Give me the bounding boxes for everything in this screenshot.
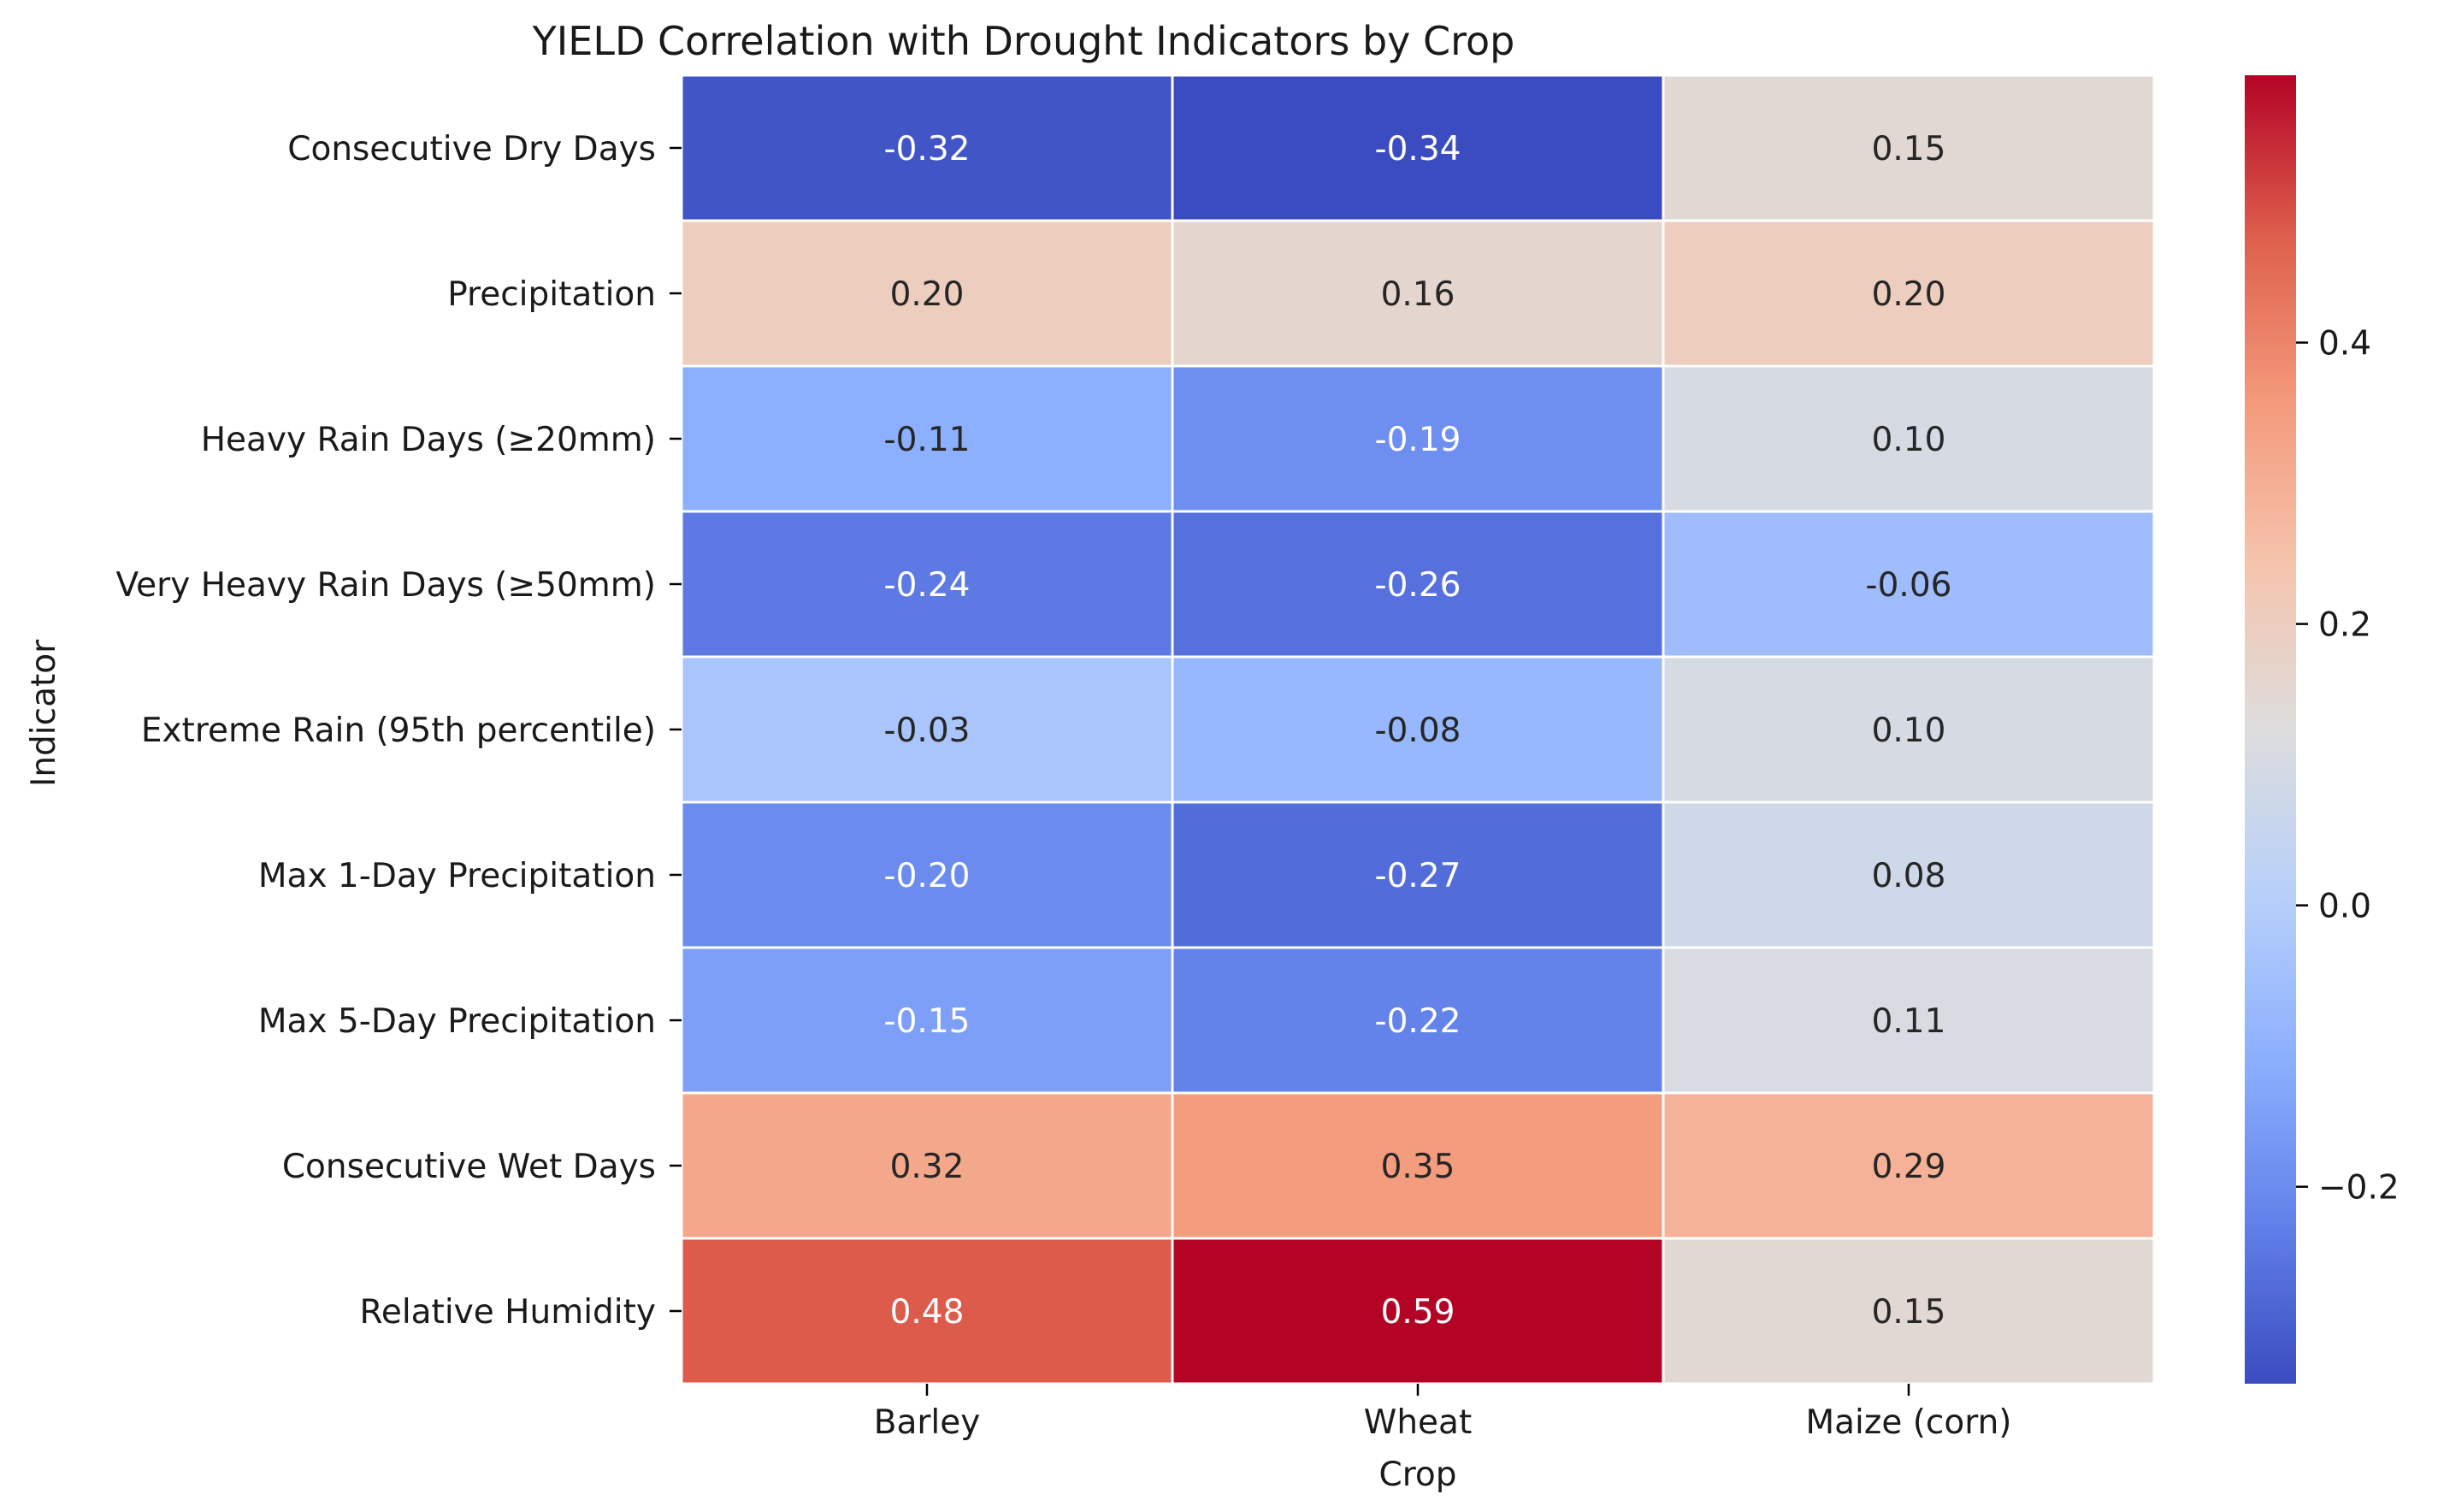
- x-tick-label: Barley: [874, 1403, 981, 1442]
- y-tick-label: Heavy Rain Days (≥20mm): [201, 421, 656, 459]
- heatmap-cell: [1662, 510, 2156, 659]
- cell-value-label: 0.20: [890, 275, 965, 314]
- y-axis-label: Indicator: [25, 639, 63, 787]
- colorbar-tick-label: 0.2: [2318, 606, 2371, 645]
- heatmap-cell: [1171, 946, 1665, 1095]
- cell-value-label: 0.35: [1381, 1148, 1455, 1186]
- y-tick-label: Precipitation: [447, 275, 656, 314]
- cell-value-label: -0.11: [884, 421, 971, 459]
- cell-value-label: -0.32: [884, 130, 971, 168]
- heatmap-cell: [1171, 364, 1665, 513]
- heatmap-cell: [680, 510, 1174, 659]
- heatmap-cell: [1171, 655, 1665, 804]
- heatmap-cell: [680, 1091, 1174, 1240]
- y-tick-label: Max 1-Day Precipitation: [258, 857, 656, 895]
- heatmap-cell: [680, 946, 1174, 1095]
- y-tick-label: Max 5-Day Precipitation: [258, 1002, 656, 1041]
- heatmap-cell: [1171, 1091, 1665, 1240]
- cell-value-label: 0.08: [1872, 857, 1946, 895]
- cell-value-label: 0.29: [1872, 1148, 1946, 1186]
- colorbar-tick-label: 0.4: [2318, 325, 2371, 363]
- y-tick-label: Relative Humidity: [359, 1293, 656, 1332]
- heatmap-cell: [1662, 1091, 2156, 1240]
- colorbar: [2245, 75, 2296, 1384]
- cell-value-label: -0.24: [884, 566, 971, 605]
- cell-value-label: -0.03: [884, 712, 971, 750]
- cell-value-label: -0.34: [1375, 130, 1461, 168]
- heatmap-cell: [1662, 74, 2156, 222]
- heatmap-cell: [1662, 1237, 2156, 1385]
- cell-value-label: 0.15: [1872, 130, 1946, 168]
- y-tick-label: Consecutive Dry Days: [287, 130, 656, 168]
- heatmap-cell: [680, 219, 1174, 368]
- heatmap-cell: [1662, 946, 2156, 1095]
- heatmap-cell: [680, 655, 1174, 804]
- cell-value-label: 0.32: [890, 1148, 965, 1186]
- x-axis-ticks: Barley Wheat Maize (corn): [874, 1384, 2012, 1442]
- cell-value-label: 0.16: [1381, 275, 1455, 314]
- cell-value-label: -0.22: [1375, 1002, 1461, 1041]
- cell-value-label: 0.10: [1872, 421, 1946, 459]
- colorbar-ticks: −0.2 0.0 0.2 0.4: [2296, 325, 2400, 1208]
- y-axis-ticks: Consecutive Dry Days Precipitation Heavy R…: [116, 130, 682, 1332]
- cell-value-label: 0.10: [1872, 712, 1946, 750]
- cell-value-label: 0.59: [1381, 1293, 1455, 1332]
- heatmap-cell: [1662, 219, 2156, 368]
- heatmap-cell: [1662, 655, 2156, 804]
- y-tick-label: Consecutive Wet Days: [282, 1148, 656, 1186]
- x-axis-label: Crop: [1378, 1456, 1456, 1494]
- colorbar-tick-label: 0.0: [2318, 888, 2371, 926]
- heatmap-cell: [1662, 800, 2156, 949]
- cell-value-label: 0.15: [1872, 1293, 1946, 1332]
- x-tick-label: Maize (corn): [1805, 1403, 2011, 1442]
- chart-title: YIELD Correlation with Drought Indicator…: [532, 18, 1515, 64]
- heatmap-cell: [1171, 800, 1665, 949]
- colorbar-tick-label: −0.2: [2318, 1169, 2400, 1208]
- cell-value-label: 0.20: [1872, 275, 1946, 314]
- heatmap-cell: [680, 1237, 1174, 1385]
- cell-value-label: -0.19: [1375, 421, 1461, 459]
- cell-value-label: -0.15: [884, 1002, 971, 1041]
- heatmap-cell: [1171, 219, 1665, 368]
- heatmap-cell: [680, 74, 1174, 222]
- cell-value-label: -0.26: [1375, 566, 1461, 605]
- cell-value-label: -0.08: [1375, 712, 1461, 750]
- heatmap-cells: -0.32 -0.34 0.15 0.20 0.16 0.20 -0.11 -0.19 0.10…: [680, 74, 2156, 1385]
- cell-value-label: 0.48: [890, 1293, 965, 1332]
- heatmap-cell: [1171, 74, 1665, 222]
- cell-value-label: -0.27: [1375, 857, 1461, 895]
- y-tick-label: Extreme Rain (95th percentile): [141, 712, 656, 750]
- cell-value-label: -0.06: [1866, 566, 1952, 605]
- cell-value-label: 0.11: [1872, 1002, 1946, 1041]
- x-tick-label: Wheat: [1364, 1403, 1472, 1442]
- cell-value-label: -0.20: [884, 857, 971, 895]
- y-tick-label: Very Heavy Rain Days (≥50mm): [116, 566, 656, 605]
